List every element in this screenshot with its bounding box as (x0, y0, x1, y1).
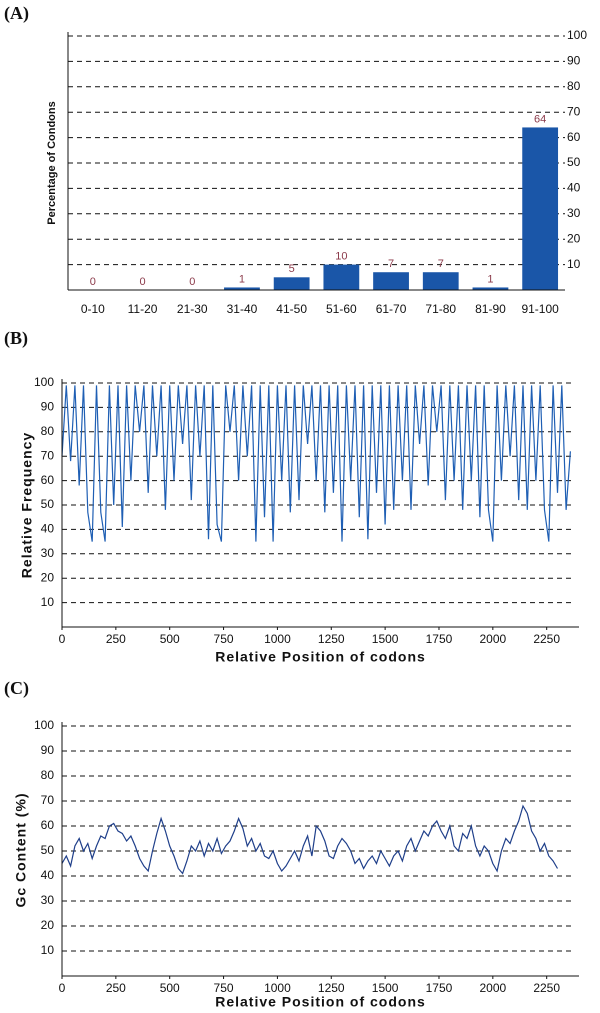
x-tick-label: 500 (160, 632, 180, 646)
x-tick-label: 250 (106, 632, 126, 646)
y-tick-label: 50 (41, 497, 55, 511)
x-tick-label: 750 (214, 632, 234, 646)
value-label: 64 (534, 113, 546, 125)
y-tick-label: 50 (41, 843, 55, 857)
panel-label: (B) (4, 328, 28, 349)
value-label: 0 (189, 276, 195, 288)
y-tick-label: 90 (567, 54, 581, 68)
x-tick-label: 11-20 (128, 302, 158, 316)
x-tick-label: 0-10 (81, 302, 105, 316)
value-label: 1 (239, 273, 245, 285)
y-tick-label: 60 (41, 473, 55, 487)
y-tick-label: 30 (567, 206, 581, 220)
y-tick-label: 30 (41, 893, 55, 907)
x-tick-label: 1750 (426, 981, 453, 995)
x-tick-label: 71-80 (425, 302, 456, 316)
x-tick-label: 0 (59, 981, 66, 995)
x-tick-label: 1000 (264, 981, 291, 995)
x-tick-label: 1500 (372, 632, 399, 646)
x-tick-label: 41-50 (276, 302, 307, 316)
y-tick-label: 20 (41, 918, 55, 932)
y-tick-label: 40 (567, 181, 581, 195)
bar (522, 127, 559, 290)
y-tick-label: 60 (567, 130, 581, 144)
y-tick-label: 60 (41, 818, 55, 832)
x-tick-label: 31-40 (227, 302, 258, 316)
x-tick-label: 1500 (372, 981, 399, 995)
x-tick-label: 250 (106, 981, 126, 995)
y-tick-label: 70 (41, 448, 55, 462)
y-tick-label: 10 (41, 943, 55, 957)
y-axis-label: Percentage of Condons (46, 101, 58, 224)
data-line (61, 385, 571, 542)
value-label: 7 (438, 258, 444, 270)
value-label: 0 (139, 276, 145, 288)
x-tick-label: 1750 (426, 632, 453, 646)
x-tick-label: 500 (160, 981, 180, 995)
y-tick-label: 10 (567, 257, 581, 271)
y-tick-label: 20 (41, 570, 55, 584)
panel-label: (C) (4, 678, 29, 699)
x-tick-label: 750 (214, 981, 234, 995)
y-tick-label: 40 (41, 868, 55, 882)
y-tick-label: 90 (41, 400, 55, 414)
y-tick-label: 40 (41, 522, 55, 536)
value-label: 1 (487, 273, 493, 285)
value-label: 10 (335, 251, 347, 263)
y-tick-label: 50 (567, 155, 581, 169)
x-tick-label: 21-30 (177, 302, 208, 316)
panel-label: (A) (4, 3, 29, 24)
y-tick-label: 20 (567, 231, 581, 245)
value-label: 7 (388, 258, 394, 270)
y-tick-label: 100 (34, 718, 54, 732)
x-tick-label: 61-70 (376, 302, 407, 316)
x-axis-label: Relative Position of codons (215, 994, 426, 1010)
y-tick-label: 30 (41, 546, 55, 560)
bar (224, 287, 260, 290)
y-tick-label: 80 (567, 79, 581, 93)
x-tick-label: 2250 (533, 981, 560, 995)
y-tick-label: 80 (41, 768, 55, 782)
bar (422, 272, 459, 290)
y-tick-label: 100 (567, 28, 587, 42)
y-tick-label: 90 (41, 743, 55, 757)
bar (273, 277, 310, 290)
bar (323, 264, 360, 290)
x-tick-label: 1250 (318, 981, 345, 995)
x-tick-label: 81-90 (475, 302, 506, 316)
y-axis-label: Relative Frequency (19, 432, 35, 578)
data-line (61, 804, 559, 875)
x-tick-label: 2000 (479, 981, 506, 995)
x-tick-label: 51-60 (326, 302, 357, 316)
x-tick-label: 1000 (264, 632, 291, 646)
x-tick-label: 1250 (318, 632, 345, 646)
y-axis-label: Gc Content (%) (13, 792, 29, 907)
y-tick-label: 70 (41, 793, 55, 807)
bar (472, 287, 509, 290)
value-label: 5 (289, 263, 295, 275)
value-label: 0 (90, 276, 96, 288)
x-tick-label: 91-100 (521, 302, 559, 316)
y-tick-label: 100 (34, 375, 54, 389)
x-axis-label: Relative Position of codons (215, 649, 426, 665)
x-tick-label: 2000 (479, 632, 506, 646)
y-tick-label: 80 (41, 424, 55, 438)
x-tick-label: 0 (59, 632, 66, 646)
x-tick-label: 2250 (533, 632, 560, 646)
bar (373, 272, 409, 290)
y-tick-label: 10 (41, 595, 55, 609)
y-tick-label: 70 (567, 104, 581, 118)
